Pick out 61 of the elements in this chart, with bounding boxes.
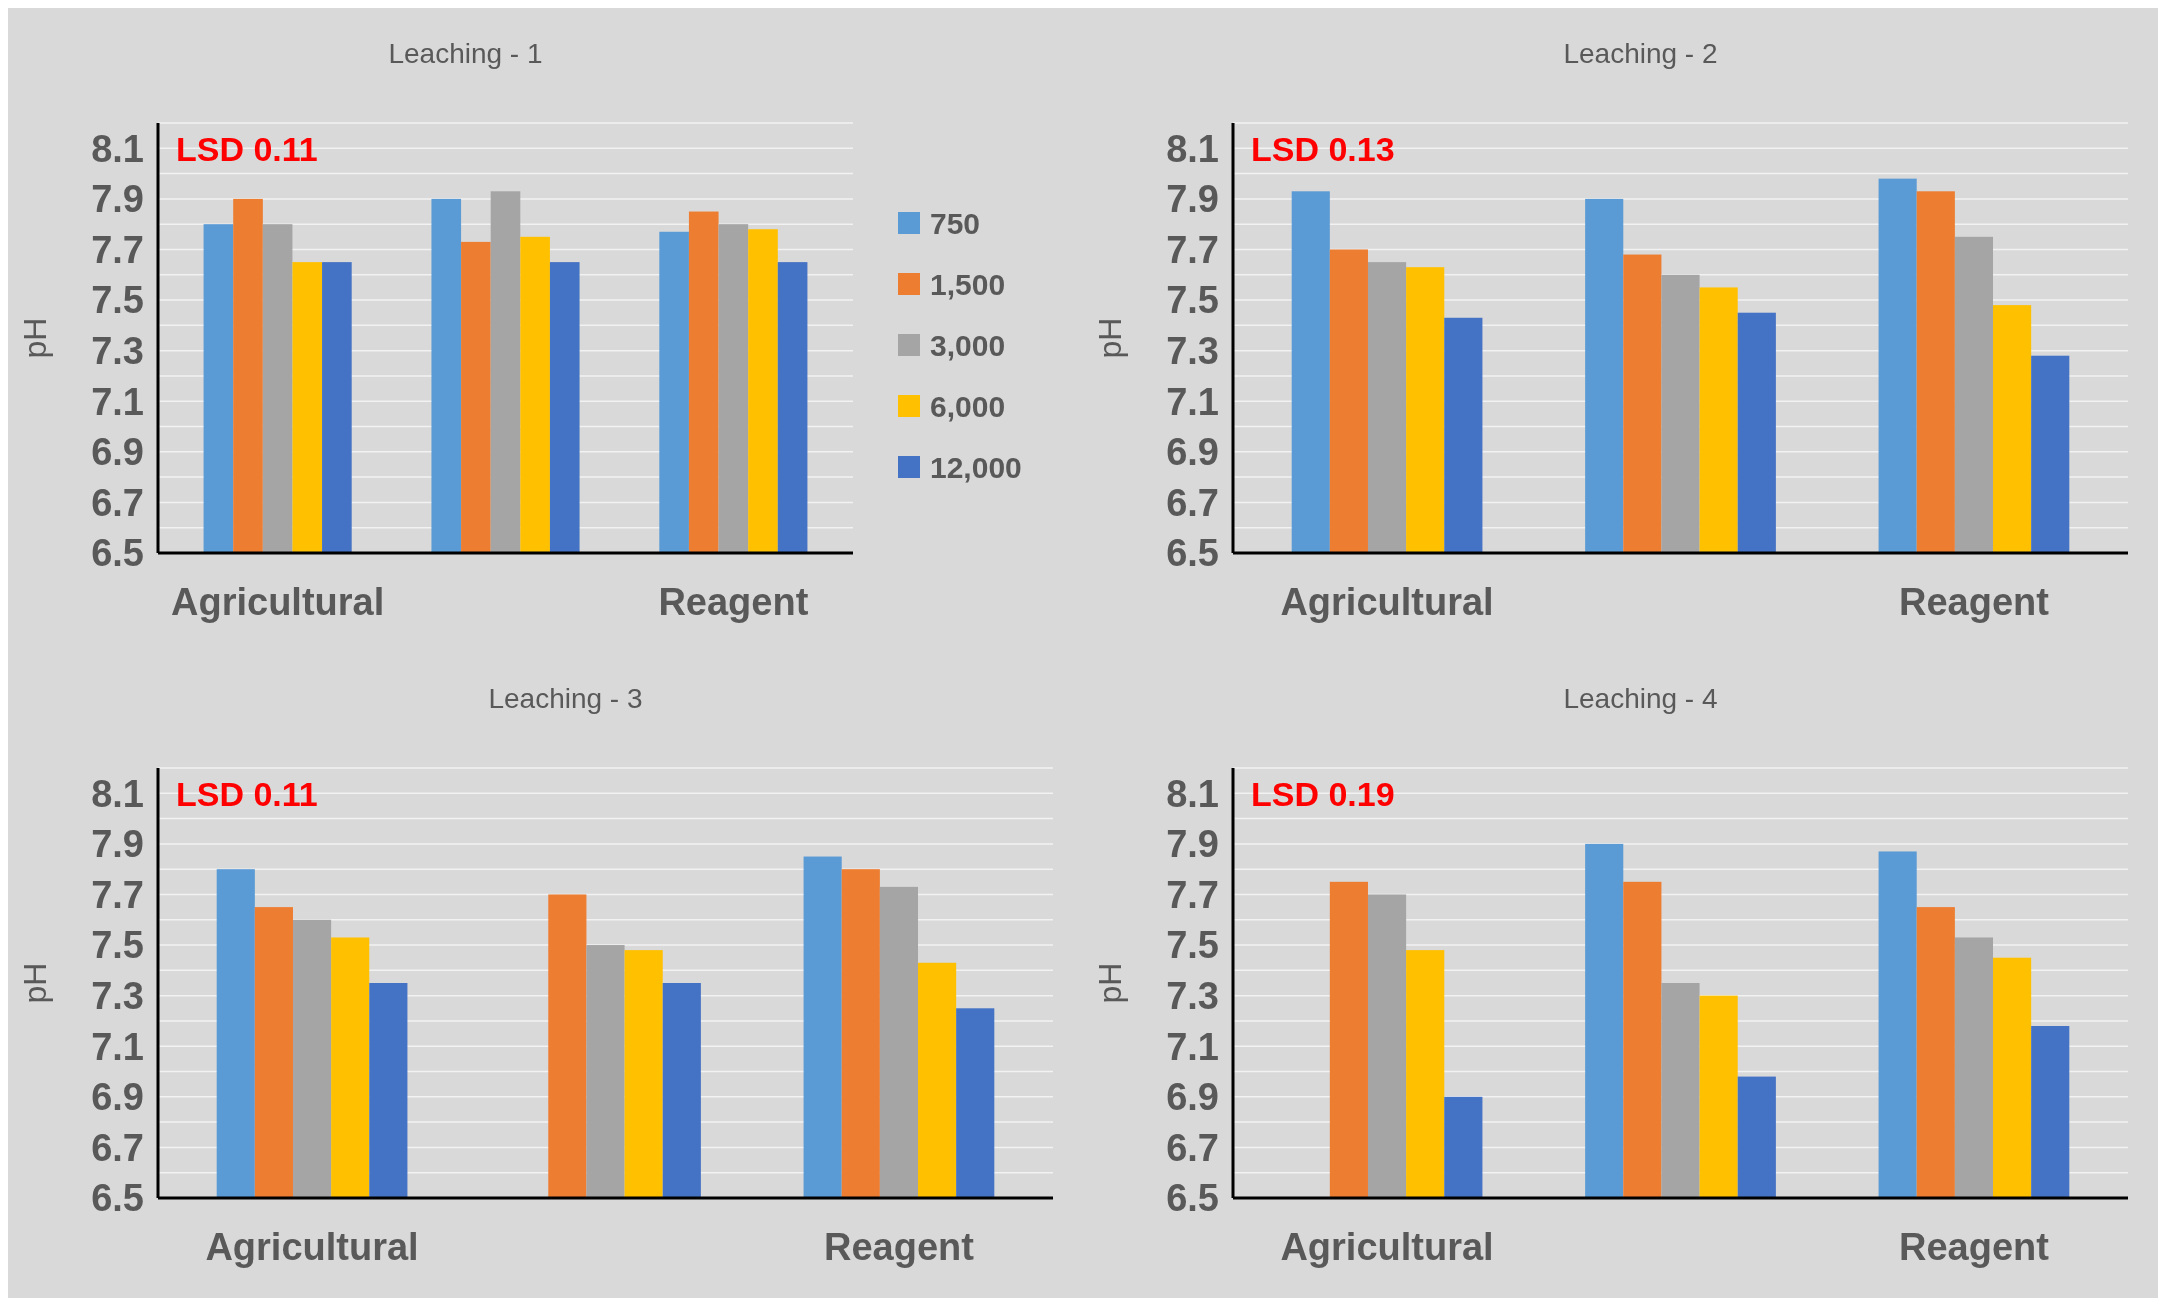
y-tick-label: 6.7 [91, 1126, 144, 1169]
y-tick-label: 7.7 [1166, 228, 1219, 271]
y-tick-label: 6.5 [91, 532, 144, 575]
y-tick-label: 8.1 [1166, 772, 1219, 815]
x-tick-label: Agricultural [1280, 581, 1494, 623]
y-tick-label: 7.5 [1166, 279, 1219, 322]
x-tick-label: Reagent [1898, 581, 2050, 623]
legend-label: 3,000 [930, 328, 1006, 362]
y-tick-label: 7.5 [91, 924, 144, 967]
y-tick-label: 6.7 [1166, 481, 1219, 524]
y-tick-label: 7.1 [91, 380, 144, 423]
y-tick-label: 6.5 [91, 1177, 144, 1220]
y-tick-label: 7.9 [1166, 178, 1219, 221]
y-tick-label: 7.1 [1166, 380, 1219, 423]
x-tick-label: Reagent [823, 1226, 975, 1268]
y-tick-label: 6.5 [1166, 532, 1219, 575]
annotation: LSD 0.11 [176, 130, 318, 168]
x-tick-label: Agricultural [1280, 1226, 1494, 1268]
annotation: LSD 0.11 [176, 775, 318, 813]
y-tick-label: 7.7 [1166, 873, 1219, 916]
x-tick-label: Agricultural [171, 581, 385, 623]
y-tick-label: 7.3 [1166, 974, 1219, 1017]
legend-label: 1,500 [930, 267, 1006, 301]
chart-title: Leaching - 4 [1563, 683, 1718, 714]
y-tick-label: 6.9 [91, 1076, 144, 1119]
y-tick-label: 7.3 [1166, 329, 1219, 372]
legend-label: 750 [930, 206, 981, 240]
y-axis-title: pH [1092, 962, 1128, 1004]
y-tick-label: 7.3 [91, 329, 144, 372]
y-tick-label: 6.9 [1166, 1076, 1219, 1119]
y-tick-label: 6.9 [91, 431, 144, 474]
y-tick-label: 7.7 [91, 873, 144, 916]
x-tick-label: Reagent [658, 581, 809, 623]
y-tick-label: 6.7 [91, 481, 144, 524]
y-tick-label: 7.9 [1166, 823, 1219, 866]
legend-label: 6,000 [930, 389, 1006, 423]
y-axis-title: pH [1092, 317, 1128, 359]
y-tick-label: 6.5 [1166, 1177, 1219, 1220]
chart-title: Leaching - 1 [388, 38, 543, 69]
x-tick-label: Agricultural [205, 1226, 419, 1268]
y-axis-title: pH [17, 962, 53, 1004]
y-tick-label: 8.1 [91, 772, 144, 815]
annotation: LSD 0.13 [1251, 130, 1395, 168]
y-tick-label: 8.1 [91, 127, 144, 170]
legend-label: 12,000 [930, 450, 1022, 484]
y-tick-label: 7.9 [91, 823, 144, 866]
y-axis-title: pH [17, 317, 53, 359]
y-tick-label: 6.9 [1166, 431, 1219, 474]
y-tick-label: 7.5 [1166, 924, 1219, 967]
y-tick-label: 8.1 [1166, 127, 1219, 170]
x-tick-label: Reagent [1898, 1226, 2050, 1268]
y-tick-label: 7.9 [91, 178, 144, 221]
y-tick-label: 7.1 [91, 1025, 144, 1068]
chart-title: Leaching - 2 [1563, 38, 1718, 69]
chart-title: Leaching - 3 [488, 683, 643, 714]
y-tick-label: 6.7 [1166, 1126, 1219, 1169]
y-tick-label: 7.1 [1166, 1025, 1219, 1068]
y-tick-label: 7.7 [91, 228, 144, 271]
y-tick-label: 7.5 [91, 279, 144, 322]
y-tick-label: 7.3 [91, 974, 144, 1017]
annotation: LSD 0.19 [1251, 775, 1395, 813]
